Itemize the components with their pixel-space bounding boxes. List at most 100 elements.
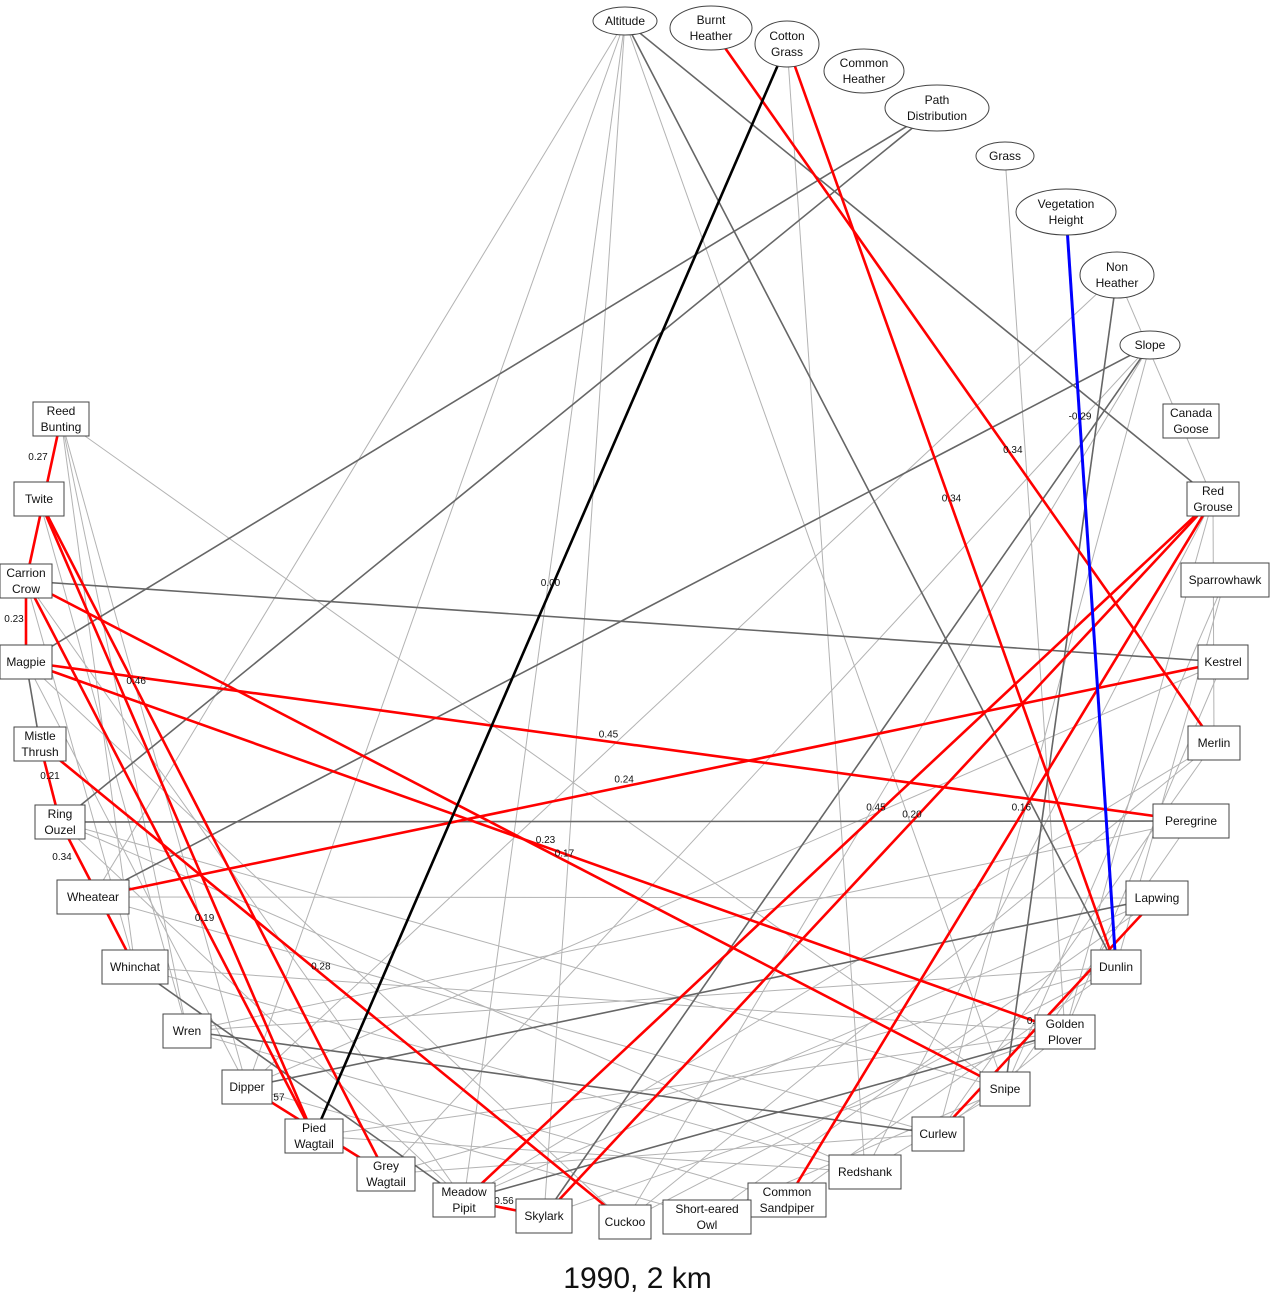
species-node-wren: Wren [162,1013,212,1049]
node-ellipse [1015,188,1117,236]
node-label: Grouse [1193,500,1233,514]
edge-cuckoo-dunlin [624,966,1117,1223]
node-box [515,1198,573,1234]
node-label: Kestrel [1204,655,1241,669]
edge-weight-label: 0.16 [1012,802,1032,813]
node-box [1187,725,1241,761]
habitat-node-path-distribution: Path Distribution [884,84,990,132]
species-node-pied-wagtail: Pied Wagtail [284,1118,344,1154]
figure-caption: 1990, 2 km [563,1262,712,1295]
node-label: Slope [1135,338,1166,352]
edge-weight-label: -0.29 [1069,411,1092,422]
edge-grey-wagtail-curlew [385,1133,939,1175]
edge-weight-label: 0.34 [1003,445,1023,456]
node-label: Curlew [919,1127,957,1141]
node-label: Burnt [697,13,726,27]
node-label: Pipit [452,1201,476,1215]
edge-carrion-crow-pied-wagtail [24,580,316,1137]
edge-wren-dunlin [186,966,1117,1032]
edge-altitude-meadow-pipit [463,20,626,1201]
species-node-dunlin: Dunlin [1090,949,1142,985]
node-label: Sandpiper [760,1201,815,1215]
node-label: Path [925,93,950,107]
node-box [1034,1014,1096,1050]
node-box [1180,562,1270,598]
species-node-magpie: Magpie [0,644,53,680]
node-label: Dunlin [1099,960,1133,974]
species-node-snipe: Snipe [979,1071,1031,1107]
node-label: Dipper [229,1080,264,1094]
node-label: Height [1049,213,1084,227]
node-box [56,879,130,915]
edge-weight-label: 0.57 [265,1092,285,1103]
edge-red-grouse-skylark [543,498,1214,1217]
species-node-skylark: Skylark [515,1198,573,1234]
species-node-merlin: Merlin [1187,725,1241,761]
node-label: Wren [173,1024,201,1038]
edge-weight-label: 0.19 [195,913,215,924]
node-box [662,1199,752,1235]
node-label: Wheatear [67,890,119,904]
node-label: Peregrine [1165,814,1217,828]
node-label: Grass [989,149,1021,163]
edge-weight-label: 0.21 [40,771,60,782]
node-label: Redshank [838,1165,893,1179]
edge-red-grouse-common-sandpiper [785,498,1215,1201]
species-node-twite: Twite [13,481,65,517]
edge-pied-wagtail-redshank [313,1135,866,1173]
edge-cotton-grass-pied-wagtail [312,43,789,1137]
species-node-dipper: Dipper [221,1069,273,1105]
edge-reed-bunting-whinchat [60,418,136,968]
node-box [432,1182,496,1218]
node-box [356,1156,416,1192]
species-node-grey-wagtail: Grey Wagtail [356,1156,416,1192]
node-box [911,1116,965,1152]
edge-magpie-golden-plover [25,660,1066,1034]
edge-reed-bunting-snipe [60,418,1006,1090]
edge-weight-label: 0.34 [52,852,72,863]
node-box [1125,880,1189,916]
node-ellipse [884,84,990,132]
node-ellipse [1119,330,1181,360]
node-box [0,563,53,599]
node-label: Sparrowhawk [1189,573,1263,587]
node-box [1162,403,1220,439]
node-box [221,1069,273,1105]
edge-slope-grey-wagtail [385,344,1151,1175]
habitat-node-vegetation-height: Vegetation Height [1015,188,1117,236]
edge-weight-label: 0.17 [555,848,575,859]
node-label: Grass [771,45,803,59]
edge-slope-cuckoo [624,344,1151,1223]
node-label: Canada [1170,406,1212,420]
edge-path-distribution-ring-ouzel [59,107,938,823]
edge-altitude-dunlin [624,20,1117,968]
edge-reed-bunting-dipper [60,418,248,1088]
edge-ring-ouzel-snipe [59,821,1006,1090]
edge-wheatear-curlew [92,896,939,1135]
edge-weights-layer: 0.27 0.23 0.46 0.17 0.19 0.45 0.23 0.21 0.28 0.34… [4,411,1092,1207]
edges-layer [24,20,1226,1224]
edge-altitude-snipe [624,20,1006,1090]
edge-reed-bunting-wren [60,418,188,1032]
node-label: Golden [1046,1017,1085,1031]
species-node-red-grouse: Red Grouse [1186,481,1240,517]
species-node-common-sandpiper: Common Sandpiper [747,1182,827,1218]
node-box [1090,949,1142,985]
node-label: Heather [1096,276,1139,290]
edge-cotton-grass-redshank [786,43,866,1173]
node-box [1152,803,1230,839]
species-node-wheatear: Wheatear [56,879,130,915]
node-label: Altitude [605,14,645,28]
edge-short-eared-owl-lapwing [706,897,1158,1218]
node-label: Common [763,1185,812,1199]
edge-slope-skylark [543,344,1151,1217]
node-box [101,949,169,985]
habitat-node-burnt-heather: Burnt Heather [669,5,753,51]
node-box [1186,481,1240,517]
node-label: Pied [302,1121,326,1135]
edge-weight-label: 0.45 [599,730,619,741]
node-box [747,1182,827,1218]
edge-burnt-heather-merlin [709,27,1216,744]
node-ellipse [1079,251,1155,299]
node-label: Meadow [441,1185,487,1199]
